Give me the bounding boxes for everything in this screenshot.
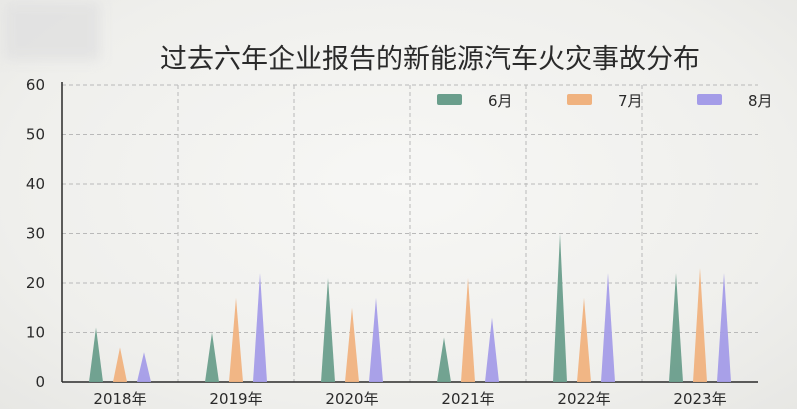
bar-mark-7yue-6 — [693, 268, 707, 382]
x-tick-label: 2022年 — [557, 390, 610, 408]
x-tick-label: 2020年 — [325, 390, 378, 408]
bar-mark-6yue-2 — [205, 332, 219, 382]
bar-mark-8yue-4 — [485, 317, 499, 382]
grid-layer — [62, 84, 758, 382]
y-tick-label: 60 — [26, 76, 45, 94]
y-tick-label: 20 — [26, 274, 45, 292]
legend-swatch — [437, 94, 462, 105]
legend-swatch — [567, 94, 592, 105]
y-tick-label: 0 — [35, 373, 45, 391]
axis-layer: 0 10 20 30 40 50 60 2018年 2019年 2020年 2021年 2022年 20… — [26, 76, 758, 408]
x-tick-label: 2023年 — [673, 390, 726, 408]
x-tick-label: 2019年 — [209, 390, 262, 408]
legend-label: 7月 — [618, 92, 643, 110]
y-tick-label: 40 — [26, 175, 45, 193]
y-tick-label: 50 — [26, 126, 45, 144]
bar-mark-7yue-5 — [577, 297, 591, 382]
bar-mark-7yue-1 — [113, 347, 127, 382]
bar-mark-8yue-3 — [369, 297, 383, 382]
legend-label: 8月 — [748, 92, 773, 110]
legend-label: 6月 — [488, 92, 513, 110]
chart-title: 过去六年企业报告的新能源汽车火灾事故分布 — [160, 44, 700, 75]
bar-mark-6yue-6 — [669, 273, 683, 382]
bar-mark-6yue-3 — [321, 278, 335, 382]
y-tick-label: 10 — [26, 324, 45, 342]
bar-mark-7yue-4 — [461, 278, 475, 382]
bar-mark-7yue-3 — [345, 307, 359, 382]
bar-mark-6yue-4 — [437, 337, 451, 382]
legend: 6月 7月 8月 — [437, 92, 773, 110]
blurred-watermark — [4, 2, 100, 60]
bar-mark-8yue-5 — [601, 273, 615, 382]
bar-mark-8yue-1 — [137, 352, 151, 382]
legend-swatch — [697, 94, 722, 105]
x-tick-label: 2018年 — [93, 390, 146, 408]
bar-mark-7yue-2 — [229, 297, 243, 382]
bar-mark-8yue-6 — [717, 273, 731, 382]
bar-mark-6yue-1 — [89, 327, 103, 382]
bar-mark-6yue-5 — [553, 233, 567, 382]
bar-mark-8yue-2 — [253, 273, 267, 382]
y-tick-label: 30 — [26, 225, 45, 243]
marks-layer — [89, 233, 731, 382]
x-tick-label: 2021年 — [441, 390, 494, 408]
